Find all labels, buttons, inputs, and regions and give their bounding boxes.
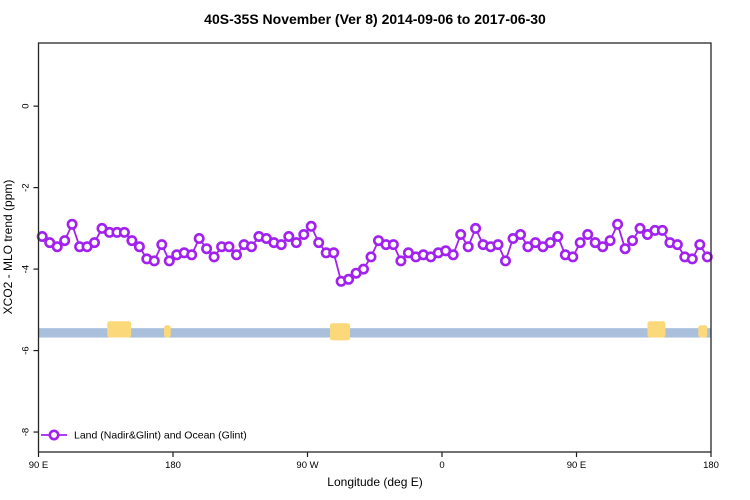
legend: Land (Nadir&Glint) and Ocean (Glint) [41, 429, 247, 442]
x-tick-label: 90 W [296, 460, 318, 471]
map-strip-land [329, 323, 351, 341]
x-tick-label: 180 [703, 460, 719, 471]
data-point [387, 239, 399, 251]
data-point [656, 224, 668, 236]
data-point [492, 239, 504, 251]
data-point [223, 241, 235, 253]
data-point [156, 239, 168, 251]
data-point [133, 241, 145, 253]
data-point [686, 253, 698, 265]
data-point [357, 263, 369, 275]
data-point [328, 247, 340, 259]
y-axis-label: XCO2 - MLO trend (ppm) [1, 180, 15, 315]
data-point [626, 235, 638, 247]
map-strip-land [647, 321, 666, 338]
data-point [395, 255, 407, 267]
data-point [298, 229, 310, 241]
data-point [455, 229, 467, 241]
data-point [126, 235, 138, 247]
data-point [51, 241, 63, 253]
data-point [208, 251, 220, 263]
data-point [343, 273, 355, 285]
x-tick-label: 0 [439, 460, 444, 471]
data-point [634, 222, 646, 234]
data-point [567, 251, 579, 263]
chart-title: 40S-35S November (Ver 8) 2014-09-06 to 2… [204, 11, 546, 27]
y-tick-label: -4 [21, 265, 32, 273]
data-point [59, 235, 71, 247]
map-strip-land [107, 321, 132, 338]
legend-marker-icon [48, 429, 60, 441]
data-point [447, 249, 459, 261]
data-point [305, 220, 317, 232]
data-point [186, 249, 198, 261]
data-point [163, 255, 175, 267]
x-axis-label: Longitude (deg E) [327, 475, 422, 489]
data-point [701, 251, 713, 263]
data-point [365, 251, 377, 263]
plot-area: 90 E 180 90 W 0 90 E 180 0 -2 -4 -6 -8 [21, 42, 719, 471]
data-point [201, 243, 213, 255]
data-point [148, 255, 160, 267]
legend-label: Land (Nadir&Glint) and Ocean (Glint) [74, 430, 247, 442]
y-tick-label: -2 [21, 183, 32, 191]
y-tick-label: -8 [21, 428, 32, 436]
data-point [499, 255, 511, 267]
map-strip-ocean [38, 328, 711, 338]
plot-border [37, 42, 712, 453]
data-point [552, 231, 564, 243]
data-point [544, 237, 556, 249]
data-point [597, 241, 609, 253]
data-point [612, 218, 624, 230]
data-point [118, 226, 130, 238]
map-strip-land [698, 325, 708, 338]
data-point [36, 231, 48, 243]
data-point [574, 237, 586, 249]
map-strip-land [164, 325, 171, 338]
data-point [582, 229, 594, 241]
data-point [290, 237, 302, 249]
data-point [246, 241, 258, 253]
data-series-line [41, 221, 709, 283]
y-tick-label: 0 [21, 103, 32, 108]
data-point [283, 231, 295, 243]
data-point [89, 237, 101, 249]
y-tick-label: -6 [21, 346, 32, 354]
data-point [604, 235, 616, 247]
data-point [619, 243, 631, 255]
x-tick-label: 90 E [567, 460, 587, 471]
data-point [462, 241, 474, 253]
data-point [470, 222, 482, 234]
data-point [694, 239, 706, 251]
x-tick-label: 180 [165, 460, 181, 471]
data-point [313, 237, 325, 249]
data-point [275, 239, 287, 251]
data-point [514, 229, 526, 241]
data-point [66, 218, 78, 230]
data-point [193, 233, 205, 245]
data-point [231, 249, 243, 261]
data-point [671, 239, 683, 251]
x-tick-label: 90 E [29, 460, 49, 471]
